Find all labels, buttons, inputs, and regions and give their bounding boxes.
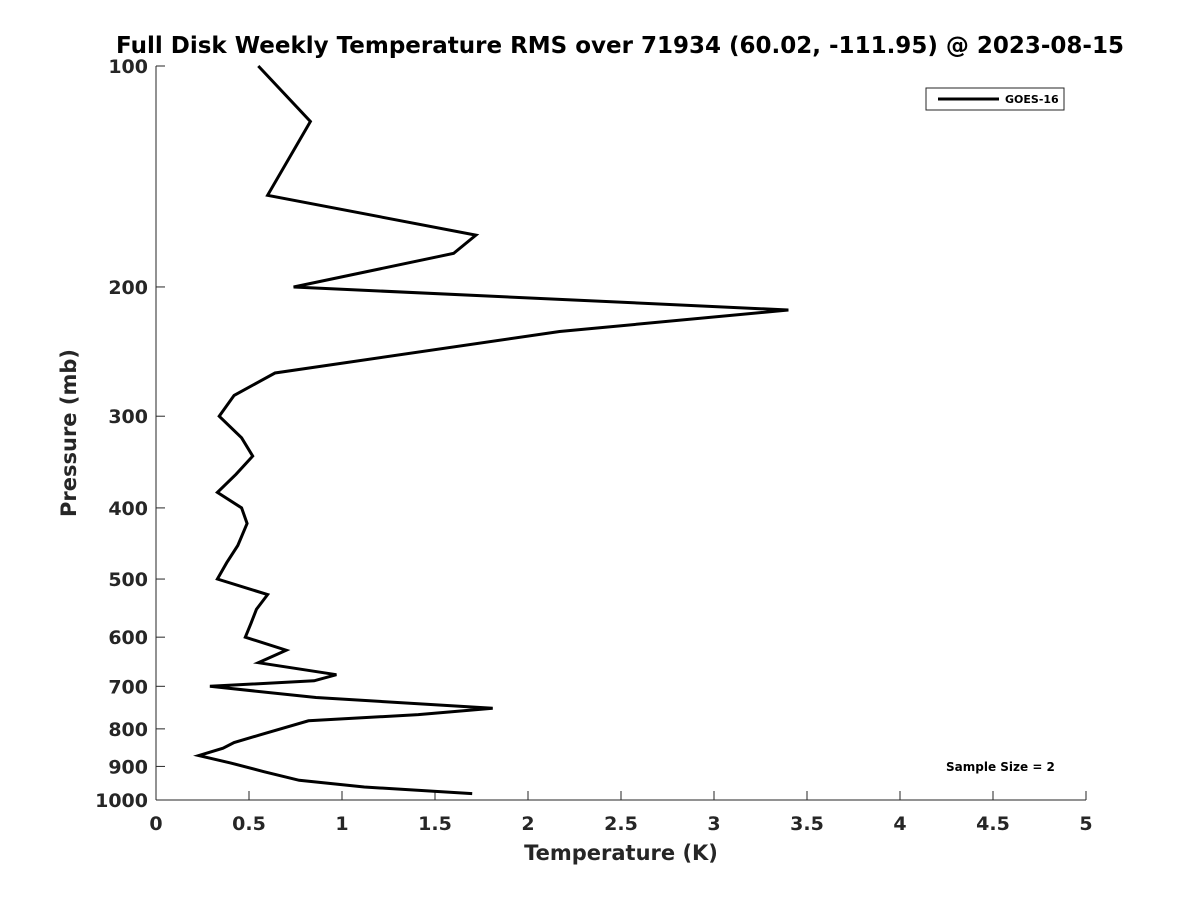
y-tick-label: 200 (108, 277, 148, 299)
x-tick-label: 2.5 (604, 813, 638, 835)
legend: GOES-16 (925, 87, 1065, 111)
x-tick-label: 4 (893, 813, 906, 835)
y-tick-label: 700 (108, 676, 148, 698)
x-tick-label: 1 (335, 813, 348, 835)
y-tick-label: 100 (108, 56, 148, 78)
x-ticks: 0 0.5 1 1.5 2 2.5 3 3.5 4 4.5 5 (149, 791, 1093, 835)
x-tick-label: 3 (707, 813, 720, 835)
y-tick-label: 600 (108, 627, 148, 649)
x-tick-label: 2 (521, 813, 534, 835)
x-tick-label: 5 (1079, 813, 1092, 835)
series-line-goes16 (193, 64, 789, 796)
x-tick-label: 1.5 (418, 813, 452, 835)
y-tick-label: 900 (108, 756, 148, 778)
x-tick-label: 4.5 (976, 813, 1010, 835)
y-tick-label: 1000 (95, 790, 148, 812)
chart-title: Full Disk Weekly Temperature RMS over 71… (116, 33, 1124, 59)
legend-label: GOES-16 (1005, 93, 1059, 106)
y-tick-label: 300 (108, 406, 148, 428)
y-tick-label: 500 (108, 569, 148, 591)
x-tick-label: 0 (149, 813, 162, 835)
x-tick-label: 0.5 (232, 813, 266, 835)
x-axis-label: Temperature (K) (524, 841, 718, 865)
y-axis-label: Pressure (mb) (57, 349, 81, 517)
plot-area: 0 0.5 1 1.5 2 2.5 3 3.5 4 4.5 5 100 200 300 400 500 600… (95, 56, 1093, 835)
y-ticks: 100 200 300 400 500 600 700 800 900 1000 (95, 56, 165, 812)
y-tick-label: 400 (108, 498, 148, 520)
x-tick-label: 3.5 (790, 813, 824, 835)
sample-size-annotation: Sample Size = 2 (946, 760, 1055, 774)
y-tick-label: 800 (108, 719, 148, 741)
